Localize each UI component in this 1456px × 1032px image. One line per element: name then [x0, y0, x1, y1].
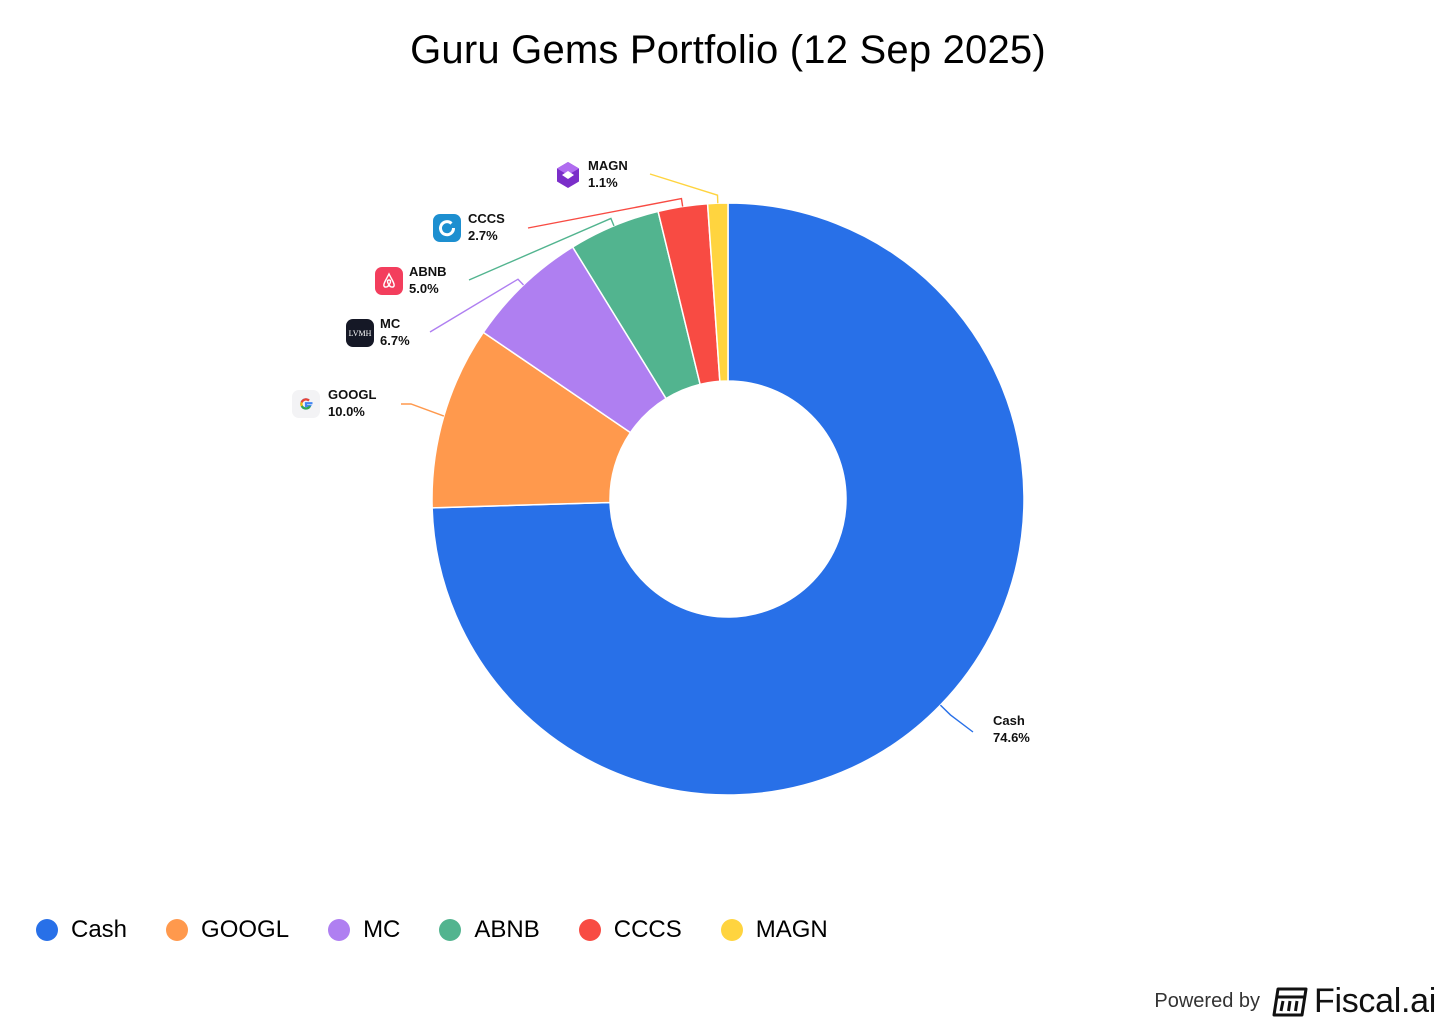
- legend-item-magn[interactable]: MAGN: [720, 916, 828, 944]
- label-value-cash: 74.6%: [993, 730, 1030, 745]
- legend-item-cash[interactable]: Cash: [36, 916, 127, 944]
- label-name-abnb: ABNB: [409, 264, 447, 279]
- legend-swatch: [36, 919, 58, 941]
- label-name-cccs: CCCS: [468, 211, 505, 226]
- label-value-mc: 6.7%: [380, 333, 410, 348]
- label-value-cccs: 2.7%: [468, 228, 498, 243]
- legend-label: MC: [363, 916, 401, 943]
- label-name-googl: GOOGL: [328, 387, 376, 402]
- fiscal-brand-name: Fiscal.ai: [1314, 982, 1436, 1020]
- legend-swatch: [439, 919, 462, 941]
- slice-cash: [431, 202, 1025, 796]
- leader-line-googl: [401, 403, 445, 417]
- legend-label: Cash: [71, 916, 128, 943]
- legend-item-googl[interactable]: GOOGL: [166, 916, 289, 944]
- magn-logo-icon: [557, 162, 579, 188]
- legend-swatch: [578, 919, 601, 941]
- legend-label: ABNB: [474, 916, 540, 943]
- label-value-googl: 10.0%: [328, 404, 365, 419]
- legend-swatch: [328, 919, 351, 941]
- label-name-magn: MAGN: [588, 158, 628, 173]
- legend-label: MAGN: [755, 916, 828, 943]
- powered-by-text: Powered by: [1154, 990, 1260, 1012]
- legend-item-mc[interactable]: MC: [328, 916, 400, 944]
- leader-line-magn: [649, 173, 719, 204]
- leader-line-cccs: [527, 197, 684, 229]
- leader-line-mc: [429, 278, 525, 333]
- slices-group: [431, 202, 1025, 796]
- legend-item-cccs[interactable]: CCCS: [578, 916, 682, 944]
- fiscal-logo-icon: [1272, 987, 1308, 1016]
- chart-title: Guru Gems Portfolio (12 Sep 2025): [410, 28, 1046, 72]
- label-value-magn: 1.1%: [588, 175, 618, 190]
- powered-by-footer: Powered by Fiscal.ai: [1154, 982, 1436, 1021]
- google-logo-icon: [292, 390, 320, 418]
- label-name-cash: Cash: [993, 713, 1025, 728]
- cccs-logo-icon: [433, 214, 461, 242]
- legend: Cash GOOGL MC ABNB CCCS MAGN: [36, 916, 867, 944]
- label-value-abnb: 5.0%: [409, 281, 439, 296]
- airbnb-logo-icon: [375, 267, 403, 295]
- labels-group: Cash 74.6% GOOGL 10.0% MC 6.7% ABNB 5.0% CCCS 2.7…: [328, 158, 1030, 745]
- legend-label: GOOGL: [201, 916, 290, 943]
- leader-line-cash: [939, 704, 974, 733]
- lvmh-logo-icon: LVMH: [346, 319, 374, 347]
- leader-lines-group: [401, 173, 974, 733]
- lvmh-logo-text: LVMH: [349, 329, 372, 338]
- legend-swatch: [166, 919, 189, 941]
- slice-magn: [706, 202, 729, 383]
- legend-swatch: [720, 919, 743, 941]
- icons-group: LVMH: [292, 162, 579, 418]
- leader-line-abnb: [468, 217, 615, 281]
- legend-item-abnb[interactable]: ABNB: [439, 916, 540, 944]
- legend-label: CCCS: [613, 916, 682, 943]
- label-name-mc: MC: [380, 316, 401, 331]
